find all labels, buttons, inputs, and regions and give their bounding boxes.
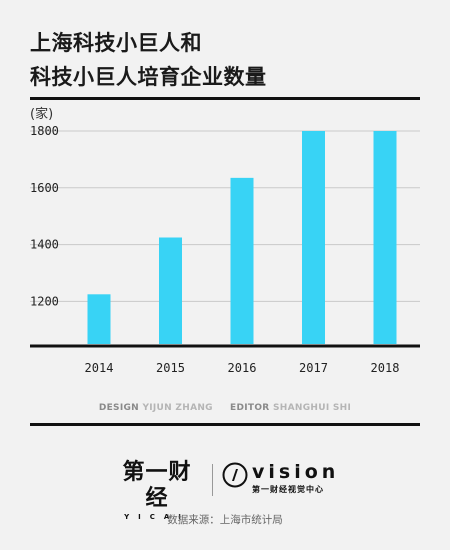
- vision-logo: vision 第一财经视觉中心: [222, 460, 352, 500]
- y-tick-label: 1200: [30, 294, 59, 308]
- design-label: DESIGN: [98, 403, 139, 413]
- design-name: YIJUN ZHANG: [142, 403, 213, 413]
- vision-logo-en: vision: [252, 461, 340, 483]
- bar: [159, 237, 182, 344]
- bar: [230, 177, 254, 344]
- editor-name: SHANGHUI SHI: [272, 403, 352, 413]
- title-line-2: 科技小巨人培育企业数量: [30, 65, 267, 89]
- editor-label: EDITOR: [230, 403, 270, 413]
- logo-divider: [212, 464, 213, 496]
- x-tick-label: 2014: [85, 361, 114, 375]
- yicai-logo-en: YICAI: [124, 513, 190, 521]
- y-tick-label: 1800: [30, 124, 59, 138]
- yicai-logo: 第一财经 YICAI: [112, 460, 202, 522]
- y-tick-label: 1600: [30, 181, 59, 195]
- top-rule: [30, 97, 420, 100]
- bar: [373, 131, 397, 344]
- bar-chart: (家) 1200 1400 1600 1800 2014 2015 2016 2017 2018: [30, 106, 420, 375]
- x-tick-label: 2017: [299, 361, 328, 375]
- y-unit-label: (家): [30, 106, 53, 122]
- x-tick-label: 2015: [156, 361, 185, 375]
- credits: DESIGN YIJUN ZHANG EDITOR SHANGHUI SHI: [0, 403, 450, 413]
- bar: [302, 131, 325, 344]
- bottom-rule: [30, 423, 420, 426]
- chart-title: 上海科技小巨人和 科技小巨人培育企业数量: [30, 26, 267, 94]
- bar: [87, 294, 111, 344]
- x-tick-label: 2018: [371, 361, 400, 375]
- y-tick-label: 1400: [30, 238, 59, 252]
- data-source: 数据来源：上海市统计局: [167, 514, 283, 526]
- chart-svg: (家) 1200 1400 1600 1800 2014 2015 2016 2017 2018: [30, 106, 420, 375]
- vision-mark-icon: [222, 462, 248, 488]
- title-line-1: 上海科技小巨人和: [30, 31, 202, 55]
- yicai-logo-cn: 第一财经: [122, 460, 192, 511]
- x-tick-label: 2016: [228, 361, 257, 375]
- vision-logo-cn: 第一财经视觉中心: [252, 485, 324, 494]
- logos: 第一财经 YICAI vision 第一财经视觉中心: [0, 458, 450, 521]
